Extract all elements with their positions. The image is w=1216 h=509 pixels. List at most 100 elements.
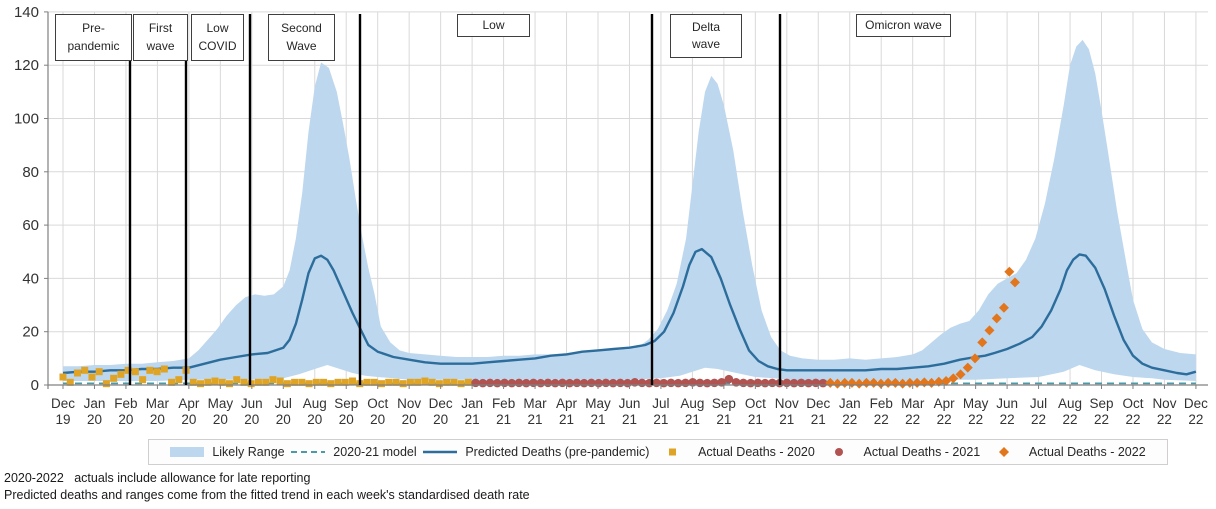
svg-text:40: 40 [22,270,39,287]
svg-text:Aug: Aug [680,396,704,411]
svg-text:22: 22 [874,412,889,427]
svg-text:20: 20 [22,324,39,341]
svg-text:100: 100 [14,111,39,128]
legend-label: Predicted Deaths (pre-pandemic) [465,445,650,459]
svg-text:60: 60 [22,217,39,234]
svg-text:22: 22 [1157,412,1172,427]
actual-2020-markers [59,365,472,388]
svg-text:Apr: Apr [178,396,200,411]
legend-swatch-band-icon [170,447,205,457]
legend-label: Likely Range [212,445,285,459]
svg-text:Jan: Jan [839,396,861,411]
svg-text:Sep: Sep [1089,396,1113,411]
svg-text:Sep: Sep [334,396,358,411]
svg-text:Apr: Apr [934,396,956,411]
legend-swatch-square-icon [669,448,677,456]
legend-item-predicted: Predicted Deaths (pre-pandemic) [423,445,649,459]
svg-text:120: 120 [14,57,39,74]
svg-text:Feb: Feb [870,396,893,411]
svg-text:Feb: Feb [114,396,137,411]
svg-text:22: 22 [1031,412,1046,427]
svg-text:21: 21 [779,412,794,427]
svg-text:Jan: Jan [84,396,106,411]
svg-text:22: 22 [905,412,920,427]
svg-text:22: 22 [937,412,952,427]
svg-text:Aug: Aug [1058,396,1082,411]
svg-text:Dec: Dec [806,396,830,411]
svg-text:21: 21 [811,412,826,427]
svg-text:Apr: Apr [556,396,578,411]
likely-range-band [63,39,1196,382]
svg-text:20: 20 [433,412,448,427]
svg-text:Jul: Jul [275,396,292,411]
svg-text:21: 21 [528,412,543,427]
svg-text:Oct: Oct [1122,396,1143,411]
svg-text:20: 20 [370,412,385,427]
legend-swatch-dash-icon [291,451,326,453]
legend-item-actual-2022: Actual Deaths - 2022 [987,445,1146,459]
svg-text:Dec: Dec [429,396,453,411]
y-tick-labels: 0 20 40 60 80 100 120 140 [14,4,39,394]
legend-label: Actual Deaths - 2022 [1028,445,1146,459]
svg-text:Jan: Jan [461,396,483,411]
period-label-low-covid: Low COVID [191,14,244,61]
legend-item-actual-2020: Actual Deaths - 2020 [656,445,815,459]
predicted-deaths-line [62,247,1197,376]
svg-text:Aug: Aug [303,396,327,411]
svg-text:Jul: Jul [652,396,669,411]
period-label-delta-wave: Delta wave [670,14,742,58]
period-label-first-wave: First wave [133,14,188,61]
svg-text:20: 20 [276,412,291,427]
svg-text:Mar: Mar [523,396,547,411]
svg-text:20: 20 [402,412,417,427]
svg-text:Nov: Nov [1152,396,1176,411]
svg-text:Jun: Jun [619,396,641,411]
axis-ticks [44,11,1197,389]
svg-text:20: 20 [150,412,165,427]
footnote-late-reporting: 2020-2022 actuals include allowance for … [4,471,311,485]
svg-text:21: 21 [748,412,763,427]
svg-text:22: 22 [1125,412,1140,427]
svg-text:Feb: Feb [492,396,515,411]
x-tick-labels: Dec19Jan20Feb20Mar20Apr20May20Jun20Jul20… [51,396,1208,427]
svg-text:21: 21 [559,412,574,427]
period-label-pre-pandemic: Pre- pandemic [55,14,132,61]
svg-text:Jun: Jun [996,396,1018,411]
svg-text:Mar: Mar [901,396,925,411]
svg-text:20: 20 [118,412,133,427]
svg-text:21: 21 [716,412,731,427]
legend-item-actual-2021: Actual Deaths - 2021 [822,445,981,459]
svg-text:Jun: Jun [241,396,263,411]
svg-text:21: 21 [622,412,637,427]
svg-text:140: 140 [14,4,39,21]
svg-text:Oct: Oct [745,396,766,411]
svg-text:22: 22 [1094,412,1109,427]
period-label-omicron-wave: Omicron wave [856,14,951,37]
svg-text:21: 21 [590,412,605,427]
svg-text:Sep: Sep [712,396,736,411]
period-label-second-wave: Second Wave [268,14,335,61]
legend-item-model: 2020-21 model [291,445,417,459]
legend-swatch-circle-icon [834,448,843,456]
svg-text:22: 22 [1063,412,1078,427]
svg-text:May: May [585,396,611,411]
svg-text:Nov: Nov [397,396,421,411]
legend-label: Actual Deaths - 2021 [863,445,981,459]
period-divider-lines [128,14,782,385]
svg-text:21: 21 [653,412,668,427]
svg-text:May: May [208,396,234,411]
chart-canvas: 020406080100120140Dec19Jan20Feb20Mar20Ap… [14,4,1208,427]
svg-text:20: 20 [213,412,228,427]
svg-text:21: 21 [496,412,511,427]
svg-text:22: 22 [842,412,857,427]
svg-text:21: 21 [685,412,700,427]
svg-text:20: 20 [181,412,196,427]
svg-text:20: 20 [339,412,354,427]
legend-swatch-line-icon [423,450,458,454]
svg-text:Jul: Jul [1030,396,1047,411]
svg-text:22: 22 [968,412,983,427]
svg-text:Dec: Dec [51,396,75,411]
svg-text:22: 22 [1188,412,1203,427]
legend-label: 2020-21 model [333,445,417,459]
